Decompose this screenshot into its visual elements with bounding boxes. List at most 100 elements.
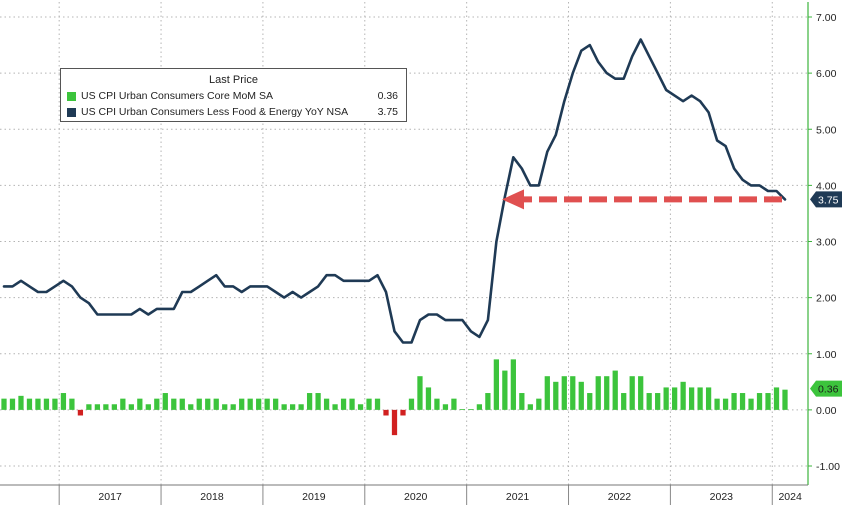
bar	[731, 393, 737, 410]
bar	[154, 398, 160, 410]
bar	[69, 398, 75, 410]
bar	[510, 359, 516, 410]
bar	[578, 381, 584, 410]
legend-item-label: US CPI Urban Consumers Core MoM SA	[81, 90, 273, 102]
bar	[86, 404, 92, 410]
bar	[536, 398, 542, 410]
y-tick-label: 7.00	[816, 12, 837, 24]
bar	[476, 404, 483, 410]
bar-negative	[77, 409, 84, 416]
bar	[417, 376, 423, 410]
legend: Last Price US CPI Urban Consumers Core M…	[60, 68, 407, 122]
y-tick-label: 4.00	[816, 180, 837, 192]
bar	[544, 376, 550, 410]
bar	[60, 393, 67, 410]
bar	[773, 387, 780, 410]
x-tick-label: 2022	[608, 491, 632, 503]
arrow-head	[502, 189, 524, 210]
bar	[527, 404, 533, 410]
y-tick-label: 2.00	[816, 293, 837, 305]
bar	[655, 393, 661, 410]
bar	[230, 404, 236, 410]
bar	[680, 381, 686, 410]
bar	[374, 398, 381, 410]
bar	[722, 398, 729, 410]
bar	[239, 398, 245, 410]
bar	[43, 398, 50, 410]
x-tick-label: 2023	[710, 491, 734, 503]
bar-negative	[383, 409, 389, 416]
bar	[273, 398, 279, 410]
bar	[502, 370, 508, 410]
bar	[493, 359, 500, 410]
bar	[188, 404, 194, 410]
bar	[35, 398, 41, 410]
legend-swatch-navy	[67, 107, 76, 117]
legend-item-core-yoy: US CPI Urban Consumers Less Food & Energ…	[67, 105, 398, 119]
bar	[256, 398, 262, 410]
bar	[604, 376, 610, 410]
bar	[672, 387, 678, 410]
x-tick-label: 2021	[506, 491, 530, 503]
last-value-box	[810, 380, 842, 397]
bar	[18, 395, 24, 410]
bar	[468, 409, 474, 410]
legend-title: Last Price	[209, 74, 258, 86]
bar	[289, 404, 296, 410]
bar-negative	[400, 409, 406, 416]
bar	[629, 376, 635, 410]
last-value-box	[810, 191, 842, 208]
last-value-text: 0.36	[818, 384, 839, 396]
bar	[111, 404, 117, 410]
bar	[52, 398, 58, 410]
bar	[408, 398, 415, 410]
x-tick-label: 2020	[404, 491, 428, 503]
series-line	[2, 38, 787, 344]
bar	[425, 387, 432, 410]
bar	[9, 398, 16, 410]
y-tick-label: 6.00	[816, 68, 837, 80]
bar	[128, 404, 134, 410]
axes: 7.00 6.00 5.00 4.00 3.00 2.00 1.00 0.00 -1.00 201…	[0, 2, 842, 505]
bar	[612, 370, 618, 410]
y-tick-label: 1.00	[816, 349, 837, 361]
bar	[179, 398, 185, 410]
line-series-core-yoy	[2, 38, 787, 344]
bar	[442, 404, 449, 410]
bar	[162, 393, 168, 410]
bar	[349, 398, 355, 410]
bar	[553, 381, 559, 410]
y-tick-label: 5.00	[816, 124, 837, 136]
bar	[315, 393, 321, 410]
bar	[222, 404, 228, 410]
bar	[357, 404, 364, 410]
bar	[739, 393, 746, 410]
last-value-text: 3.75	[818, 194, 839, 206]
bar	[332, 404, 338, 410]
bar	[171, 398, 177, 410]
bar	[103, 404, 109, 410]
bar	[196, 398, 202, 410]
bar	[646, 393, 652, 410]
bar	[434, 398, 440, 410]
legend-item-label: US CPI Urban Consumers Less Food & Energ…	[81, 106, 349, 118]
bar	[205, 398, 211, 410]
bar	[714, 398, 720, 410]
bar-series-core-mom	[1, 359, 788, 436]
bar-negative	[391, 409, 398, 436]
y-tick-label: 0.00	[816, 405, 837, 417]
x-tick-label: 2019	[302, 491, 326, 503]
bar	[697, 387, 703, 410]
bar	[561, 376, 567, 410]
bar	[281, 404, 287, 410]
bar	[137, 398, 143, 410]
last-value-label-bar: 0.36	[810, 380, 842, 397]
bar	[264, 398, 270, 410]
bar	[366, 398, 372, 410]
y-tick-label: 3.00	[816, 237, 837, 249]
bar	[459, 409, 466, 410]
legend-item-value: 0.36	[377, 90, 398, 102]
bar	[323, 398, 330, 410]
x-tick-label: 2024	[778, 491, 802, 503]
legend-item-value: 3.75	[377, 106, 398, 118]
